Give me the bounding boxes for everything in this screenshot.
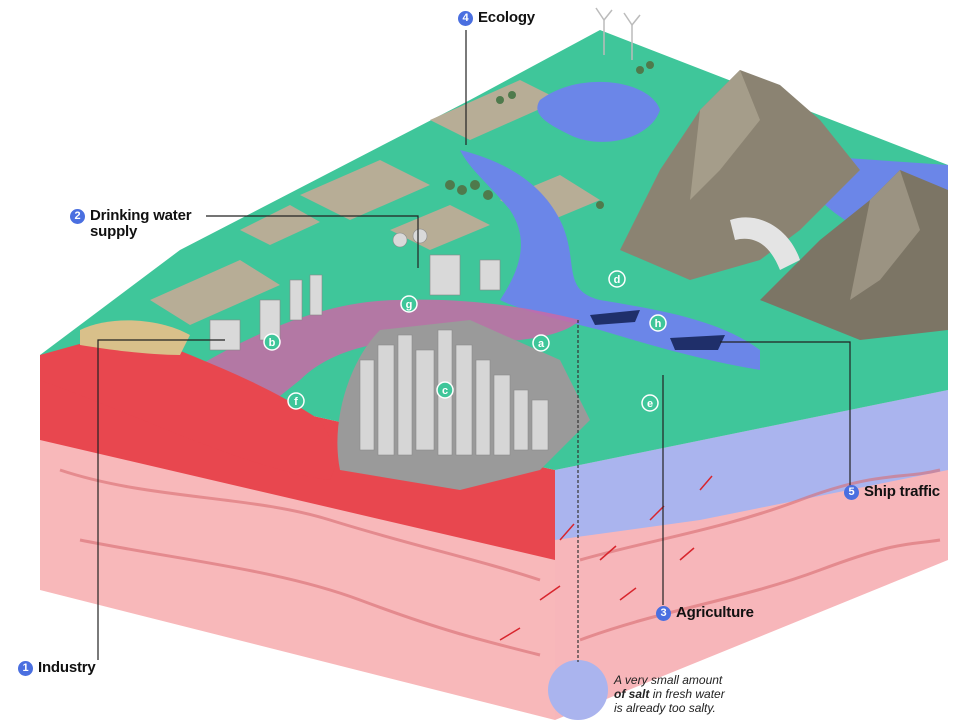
callout-ship-traffic: 5 Ship traffic bbox=[844, 484, 940, 500]
note-part4: is already too salty. bbox=[614, 701, 716, 715]
marker-d-label: d bbox=[614, 274, 621, 286]
wind-turbines bbox=[595, 7, 641, 60]
dam bbox=[730, 217, 800, 270]
marker-e-circle bbox=[641, 394, 659, 412]
callout-number: 1 bbox=[18, 661, 33, 676]
callout-label-ship-traffic: Ship traffic bbox=[864, 483, 940, 500]
callout-drinking-water: 2 Drinking water supply bbox=[70, 207, 192, 240]
salt-note: A very small amount of salt in fresh wat… bbox=[614, 673, 784, 715]
note-part3: in fresh water bbox=[652, 687, 725, 701]
marker-f-label: f bbox=[294, 396, 298, 408]
callout-number: 4 bbox=[458, 11, 473, 26]
marker-a-circle bbox=[532, 334, 550, 352]
salt-flow-arrows bbox=[499, 475, 713, 641]
callout-ecology: 4 Ecology bbox=[458, 10, 535, 26]
marker-c-label: c bbox=[442, 385, 448, 397]
callout-label-ecology: Ecology bbox=[478, 9, 535, 26]
marker-b-label: b bbox=[269, 337, 276, 349]
marker-group: a b c d e f g h bbox=[263, 270, 667, 412]
callout-lines bbox=[97, 30, 851, 660]
marker-h-circle bbox=[649, 314, 667, 332]
callout-number: 5 bbox=[844, 485, 859, 500]
callout-label-drinking-water: Drinking water supply bbox=[90, 207, 192, 240]
ships bbox=[590, 310, 725, 350]
marker-b-circle bbox=[263, 333, 281, 351]
marker-d-circle bbox=[608, 270, 626, 288]
strata-lines bbox=[59, 468, 941, 657]
callout-industry: 1 Industry bbox=[18, 660, 96, 676]
beach bbox=[80, 320, 190, 355]
marker-a-label: a bbox=[538, 338, 545, 350]
marker-g-label: g bbox=[406, 299, 413, 311]
note-part2: of salt bbox=[614, 687, 650, 701]
industry bbox=[209, 228, 501, 351]
marker-f-circle bbox=[287, 392, 305, 410]
mountains bbox=[620, 70, 948, 340]
note-part1: A very small amount bbox=[614, 673, 723, 687]
marker-g-circle bbox=[400, 295, 418, 313]
trees bbox=[445, 61, 654, 209]
callout-number: 2 bbox=[70, 209, 85, 224]
marker-e-label: e bbox=[647, 398, 653, 410]
callout-agriculture: 3 Agriculture bbox=[656, 605, 754, 621]
marker-c-circle bbox=[436, 381, 454, 399]
callout-label-agriculture: Agriculture bbox=[676, 604, 754, 621]
fresh-water-droplet bbox=[548, 660, 608, 720]
sea-surface bbox=[40, 330, 340, 480]
marker-h-label: h bbox=[655, 318, 662, 330]
callout-label-industry: Industry bbox=[38, 659, 96, 676]
callout-number: 3 bbox=[656, 606, 671, 621]
